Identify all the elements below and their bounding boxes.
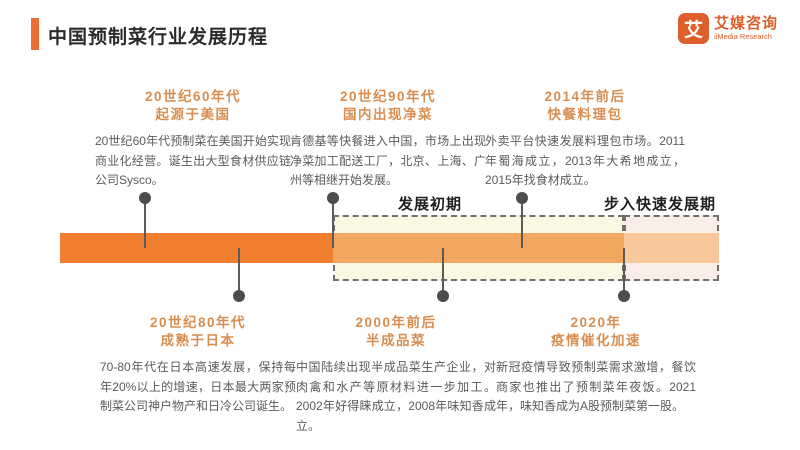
pin-dot-1990s	[327, 192, 339, 204]
item-description: 20世纪60年代预制菜在美国开始实现商业化经营。诞生出大型食材供应链公司Sysc…	[95, 134, 291, 187]
logo-text: 艾媒咨询 iiMedia Research	[714, 16, 778, 41]
item-title: 快餐料理包	[547, 107, 623, 122]
timeline-bar-segment-origin	[60, 233, 333, 263]
logo-subtitle: iiMedia Research	[714, 32, 772, 42]
pin-dot-2000	[437, 290, 449, 302]
pin-line-2014	[521, 198, 523, 248]
item-period: 2014年前后	[544, 89, 626, 104]
item-heading: 2020年 疫情催化加速	[496, 314, 696, 350]
pin-line-1990s	[332, 198, 334, 248]
item-heading: 20世纪80年代 成熟于日本	[100, 314, 296, 350]
item-title: 半成品菜	[366, 333, 426, 348]
item-title: 起源于美国	[155, 107, 231, 122]
timeline-item-2020-pandemic: 2020年 疫情催化加速 新冠疫情导致预制菜需求激增，餐饮商家也推出了预制菜年夜…	[496, 314, 696, 417]
item-description: 70-80年代在日本高速发展，保持每年20%以上的增速，日本最大两家预制菜公司神…	[100, 360, 296, 413]
item-description: 中国陆续出现半成品菜生产企业，对肉禽和水产等原材料进一步加工。2002年好得睐成…	[296, 360, 496, 433]
logo-symbol: 艾	[683, 20, 703, 41]
timeline-item-1980s-japan: 20世纪80年代 成熟于日本 70-80年代在日本高速发展，保持每年20%以上的…	[100, 314, 296, 417]
item-period: 2020年	[570, 315, 622, 330]
iimedia-logo-icon: 艾	[678, 13, 709, 44]
title-accent-bar	[31, 18, 39, 50]
item-heading: 20世纪60年代 起源于美国	[95, 88, 291, 124]
item-period: 20世纪80年代	[149, 315, 247, 330]
phase-label-rapid-development: 步入快速发展期	[603, 196, 716, 213]
timeline-bar-segment-rapid	[624, 233, 719, 263]
item-description: 新冠疫情导致预制菜需求激增，餐饮商家也推出了预制菜年夜饭。2021年，味知香成为…	[496, 360, 696, 413]
pin-dot-2014	[516, 192, 528, 204]
pin-dot-1960s	[139, 192, 151, 204]
phase-label-early-development: 发展初期	[397, 196, 462, 213]
item-description: 肯德基等快餐进入中国，市场上出现净菜加工配送工厂，北京、上海、广州等相继开始发展…	[290, 134, 486, 187]
pin-dot-1980s	[233, 290, 245, 302]
pin-line-1980s	[238, 248, 240, 296]
logo-name: 艾媒咨询	[714, 15, 779, 33]
pin-dot-2020	[618, 290, 630, 302]
timeline-bar-segment-early	[333, 233, 624, 263]
item-heading: 20世纪90年代 国内出现净菜	[290, 88, 486, 124]
pin-line-1960s	[144, 198, 146, 248]
item-title: 国内出现净菜	[343, 107, 433, 122]
iimedia-logo: 艾 艾媒咨询 iiMedia Research	[678, 13, 778, 44]
item-description: 外卖平台快速发展料理包市场。2011年蜀海成立，2013年大希地成立，2015年…	[485, 134, 685, 187]
item-period: 20世纪60年代	[144, 89, 242, 104]
item-period: 2000年前后	[355, 315, 437, 330]
timeline-item-1990s-china-clean-vegetables: 20世纪90年代 国内出现净菜 肯德基等快餐进入中国，市场上出现净菜加工配送工厂…	[290, 88, 486, 191]
item-title: 成熟于日本	[160, 333, 236, 348]
page-title: 中国预制菜行业发展历程	[48, 27, 269, 48]
timeline-item-2000-semi-finished: 2000年前后 半成品菜 中国陆续出现半成品菜生产企业，对肉禽和水产等原材料进一…	[296, 314, 496, 436]
timeline-item-1960s-usa: 20世纪60年代 起源于美国 20世纪60年代预制菜在美国开始实现商业化经营。诞…	[95, 88, 291, 191]
timeline-item-2014-meal-kits: 2014年前后 快餐料理包 外卖平台快速发展料理包市场。2011年蜀海成立，20…	[485, 88, 685, 191]
pin-line-2000	[442, 248, 444, 296]
item-period: 20世纪90年代	[339, 89, 437, 104]
item-title: 疫情催化加速	[551, 333, 641, 348]
pin-line-2020	[623, 248, 625, 296]
item-heading: 2014年前后 快餐料理包	[485, 88, 685, 124]
item-heading: 2000年前后 半成品菜	[296, 314, 496, 350]
